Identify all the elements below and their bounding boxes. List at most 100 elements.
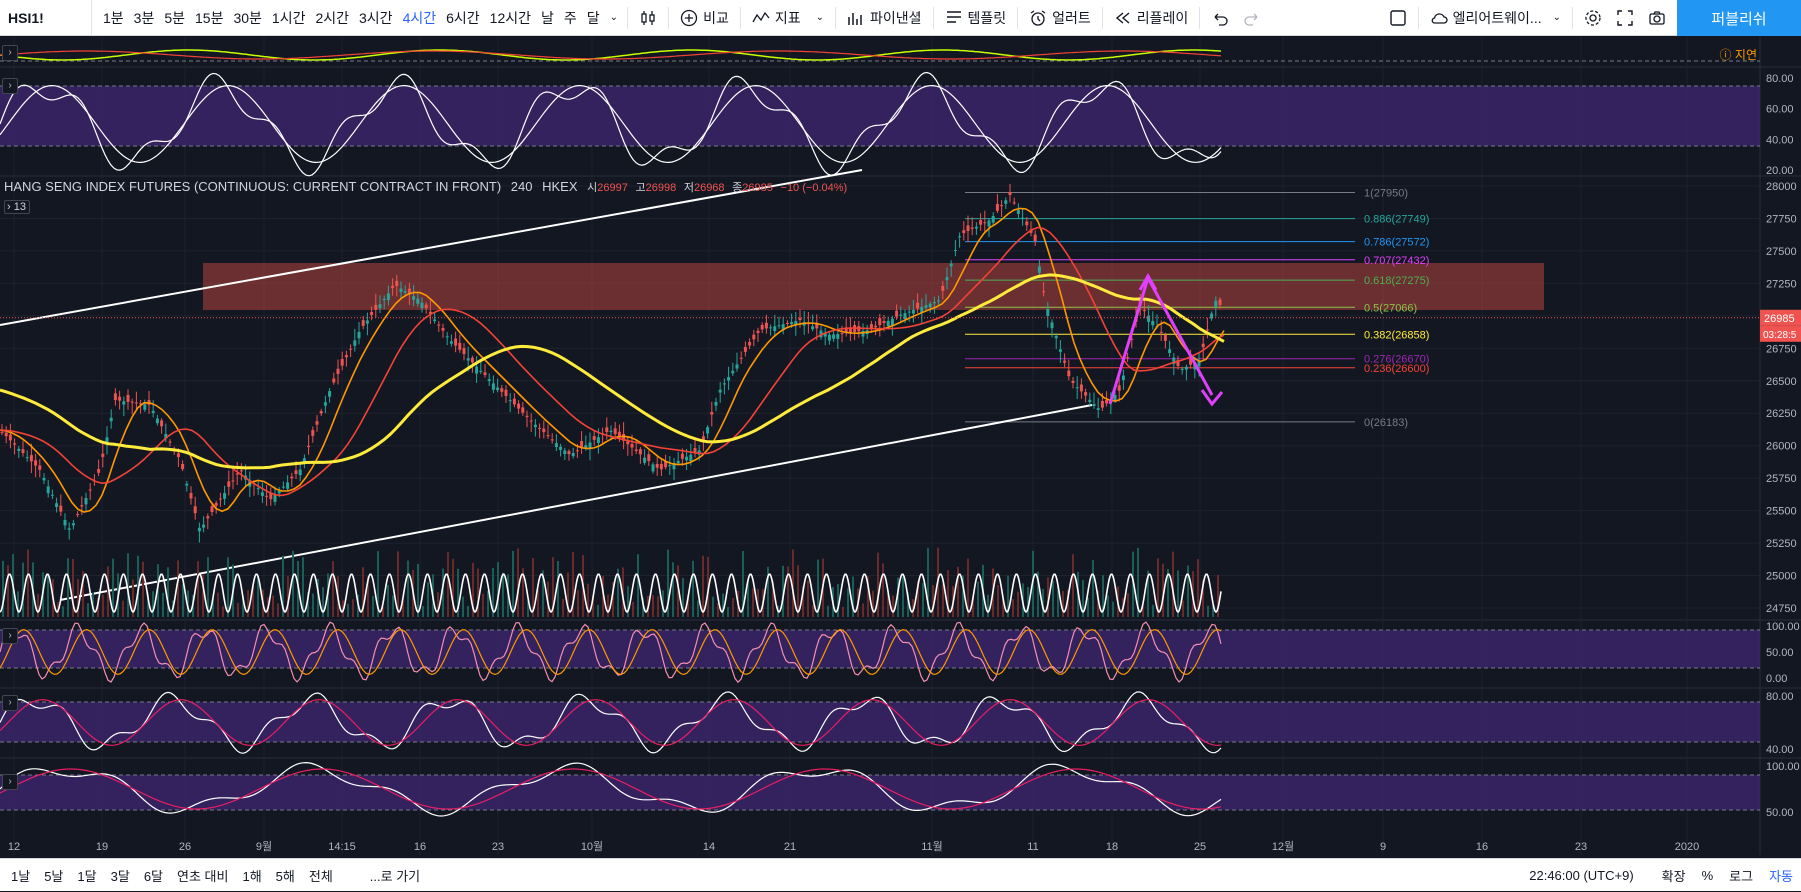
interval-3[interactable]: 15분: [195, 9, 224, 26]
redo-button[interactable]: [1236, 0, 1268, 36]
interval-12[interactable]: 주: [563, 9, 577, 26]
candle-body: [160, 420, 164, 427]
interval-5[interactable]: 1시간: [271, 9, 306, 26]
interval-7[interactable]: 3시간: [359, 9, 393, 26]
candle-body: [1201, 343, 1205, 348]
interval-13[interactable]: 달: [586, 9, 600, 26]
chart-area[interactable]: 2800027750275002725027000267502650026250…: [0, 37, 1801, 855]
indicators-button[interactable]: 지표 ⌄: [745, 0, 831, 36]
percent-scale-button[interactable]: %: [1701, 867, 1714, 883]
replay-label: 리플레이: [1136, 9, 1189, 26]
candle-body: [176, 453, 180, 458]
divider: [932, 6, 934, 29]
volume-bar: [502, 572, 504, 617]
fullscreen-square-button[interactable]: [1382, 0, 1414, 36]
volume-bar: [472, 562, 474, 617]
candle-body: [987, 220, 991, 227]
range-6[interactable]: 1해: [242, 868, 262, 884]
replay-button[interactable]: 리플레이: [1107, 0, 1196, 36]
alert-button[interactable]: 얼러트: [1022, 0, 1098, 36]
volume-bar: [372, 596, 374, 617]
candle-body: [365, 320, 369, 324]
candle-body: [895, 310, 899, 317]
divider: [1417, 6, 1419, 29]
oscillator-line-b: [0, 84, 1222, 164]
candle-body: [890, 318, 894, 326]
fullscreen-button[interactable]: [1609, 0, 1641, 36]
range-7[interactable]: 5해: [275, 868, 295, 884]
interval-dropdown-chevron-icon[interactable]: ⌄: [609, 11, 619, 23]
candle-body: [210, 506, 214, 512]
interval-10[interactable]: 12시간: [489, 9, 531, 26]
candle-body: [101, 453, 105, 457]
range-2[interactable]: 1달: [77, 868, 97, 884]
snapshot-button[interactable]: [1641, 0, 1673, 36]
chart-style-button[interactable]: [632, 0, 664, 36]
delay-indicator[interactable]: ⓘ 지연: [1720, 46, 1757, 63]
chevron-down-icon[interactable]: ⌄: [815, 12, 824, 23]
log-scale-button[interactable]: 로그: [1729, 868, 1754, 884]
extended-hours-button[interactable]: 확장: [1661, 868, 1686, 884]
symbol-search[interactable]: HSI1!: [0, 0, 92, 36]
interval-9[interactable]: 6시간: [446, 9, 480, 26]
range-1[interactable]: 5날: [44, 868, 64, 884]
volume-bar: [757, 588, 759, 617]
candle-body: [1205, 329, 1209, 331]
time-zone-label[interactable]: 22:46:00 (UTC+9): [1529, 867, 1634, 883]
volume-bar: [287, 576, 289, 617]
pane-collapse-chevron-icon[interactable]: ›: [2, 628, 18, 644]
layout-save-button[interactable]: 엘리어트웨이... ⌄: [1423, 0, 1568, 36]
volume-bar: [377, 551, 379, 617]
interval-8[interactable]: 4시간: [402, 9, 437, 26]
candle-body: [353, 340, 357, 346]
pane-collapse-chevron-icon[interactable]: ›: [2, 78, 18, 94]
volume-bar: [802, 586, 804, 617]
volume-bar: [987, 594, 989, 617]
range-8[interactable]: 전체: [308, 868, 333, 884]
candle-body: [773, 326, 777, 332]
candle-body: [437, 324, 441, 326]
publish-button[interactable]: 퍼블리쉬: [1677, 0, 1801, 36]
goto-button[interactable]: ...로 가기: [369, 868, 421, 884]
range-4[interactable]: 6달: [143, 868, 164, 884]
interval-0[interactable]: 1분: [103, 9, 124, 26]
range-0[interactable]: 1날: [11, 868, 31, 884]
volume-bar: [97, 597, 99, 617]
settings-button[interactable]: [1577, 0, 1609, 36]
templates-button[interactable]: 템플릿: [938, 0, 1014, 36]
volume-bar: [902, 576, 904, 617]
interval-1[interactable]: 3분: [133, 9, 155, 26]
indicator-count-badge[interactable]: › 13: [4, 200, 30, 214]
candle-body: [777, 325, 781, 327]
candle-body: [991, 216, 995, 223]
range-5[interactable]: 연초 대비: [177, 868, 229, 884]
pane-collapse-chevron-icon[interactable]: ›: [2, 774, 18, 790]
chevron-down-icon[interactable]: ⌄: [1552, 12, 1561, 23]
auto-scale-button[interactable]: 자동: [1769, 868, 1793, 884]
compare-button[interactable]: 비교: [673, 0, 736, 36]
volume-bar: [627, 586, 629, 617]
pine-editor-button[interactable]: 파이낸셜: [840, 0, 929, 36]
volume-bar: [852, 576, 854, 617]
chart-canvas[interactable]: 2800027750275002725027000267502650026250…: [0, 37, 1801, 855]
pane-collapse-chevron-icon[interactable]: ›: [2, 45, 18, 61]
candle-body: [622, 433, 626, 441]
interval-2[interactable]: 5분: [164, 9, 186, 26]
interval-6[interactable]: 2시간: [315, 9, 350, 26]
oscillator-axis-label: 40.00: [1766, 744, 1794, 756]
candle-body: [59, 505, 63, 512]
candle-body: [80, 505, 84, 507]
series-legend[interactable]: HANG SENG INDEX FUTURES (CONTINUOUS: CUR…: [4, 179, 847, 195]
undo-button[interactable]: [1204, 0, 1236, 36]
divider: [1199, 6, 1201, 29]
volume-bar: [867, 576, 869, 617]
interval-11[interactable]: 날: [541, 9, 554, 26]
volume-bar: [207, 557, 209, 617]
volume-bar: [2, 560, 4, 617]
range-3[interactable]: 3달: [110, 868, 130, 884]
volume-bar: [27, 549, 29, 617]
time-tick-label: 10월: [581, 840, 603, 853]
undo-icon: [1214, 13, 1228, 26]
interval-4[interactable]: 30분: [233, 9, 262, 26]
pane-collapse-chevron-icon[interactable]: ›: [2, 695, 18, 711]
